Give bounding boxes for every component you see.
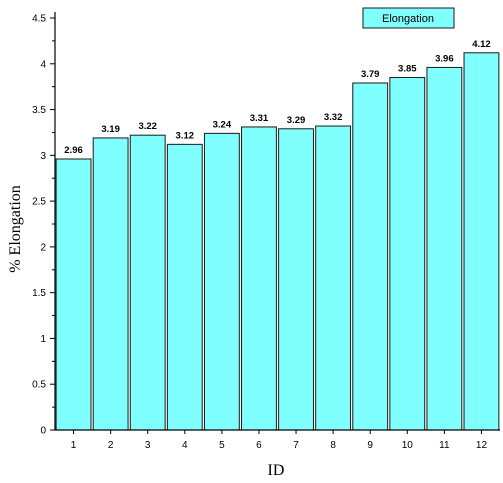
data-label-8: 3.32: [324, 112, 343, 123]
bar-9: [352, 82, 389, 431]
bar-11: [426, 66, 463, 431]
x-tick-label-10: 10: [402, 440, 414, 451]
x-tick-label-4: 4: [182, 440, 188, 451]
y-tick-label-0: 0: [40, 426, 46, 437]
data-label-12: 4.12: [472, 39, 491, 50]
data-label-2: 3.19: [101, 124, 120, 135]
bars-group: [55, 52, 500, 431]
x-tick-label-11: 11: [439, 440, 450, 451]
y-tick-label-1.5: 1.5: [32, 288, 46, 299]
bar-8: [315, 125, 352, 431]
x-axis-title: ID: [268, 462, 285, 479]
data-label-9: 3.79: [361, 69, 380, 80]
y-tick-label-2.5: 2.5: [32, 197, 46, 208]
data-label-7: 3.29: [287, 115, 306, 126]
legend-label: Elongation: [382, 13, 434, 25]
y-tick-label-3: 3: [40, 151, 46, 162]
y-tick-label-3.5: 3.5: [32, 105, 46, 116]
bar-2: [92, 137, 129, 431]
bar-4: [166, 143, 203, 431]
bar-5: [203, 132, 240, 431]
x-tick-label-8: 8: [330, 440, 336, 451]
data-labels-group: 2.96 3.19 3.22 3.12 3.24 3.31 3.29 3.32 3.79 3.85…: [64, 39, 490, 156]
bar-6: [241, 126, 277, 431]
data-label-3: 3.22: [138, 121, 157, 132]
axes-group: [54, 12, 500, 431]
bar-10: [389, 77, 426, 431]
y-tick-label-1: 1: [40, 334, 46, 345]
y-tick-label-4: 4: [40, 59, 46, 70]
legend-swatch: [362, 7, 455, 29]
data-label-1: 2.96: [64, 145, 83, 156]
x-tick-label-2: 2: [108, 440, 114, 451]
x-tick-label-5: 5: [219, 440, 225, 451]
data-label-5: 3.24: [213, 119, 232, 130]
data-label-6: 3.31: [250, 113, 269, 124]
legend: Elongation: [362, 7, 455, 29]
bar-3: [129, 134, 166, 431]
data-label-10: 3.85: [398, 64, 417, 75]
x-tick-label-9: 9: [367, 440, 373, 451]
data-label-4: 3.12: [176, 130, 195, 141]
y-tick-label-2: 2: [40, 242, 46, 253]
x-tick-label-3: 3: [145, 440, 151, 451]
y-ticks-group: 0 0.5 1 1.5 2 2.5 3 3.5 4 4.5: [32, 14, 55, 437]
x-tick-label-6: 6: [256, 440, 262, 451]
bar-1: [55, 158, 92, 431]
x-tick-label-7: 7: [293, 440, 299, 451]
x-tick-label-1: 1: [71, 440, 77, 451]
y-tick-label-0.5: 0.5: [32, 380, 46, 391]
x-tick-label-12: 12: [476, 440, 488, 451]
data-label-11: 3.96: [435, 53, 454, 64]
bar-12: [463, 52, 500, 431]
y-axis-title: % Elongation: [7, 185, 24, 273]
x-ticks-group: 1 2 3 4 5 6 7 8 9 10 11 12: [71, 430, 488, 451]
bar-7: [278, 128, 314, 431]
y-tick-label-4.5: 4.5: [32, 14, 46, 25]
